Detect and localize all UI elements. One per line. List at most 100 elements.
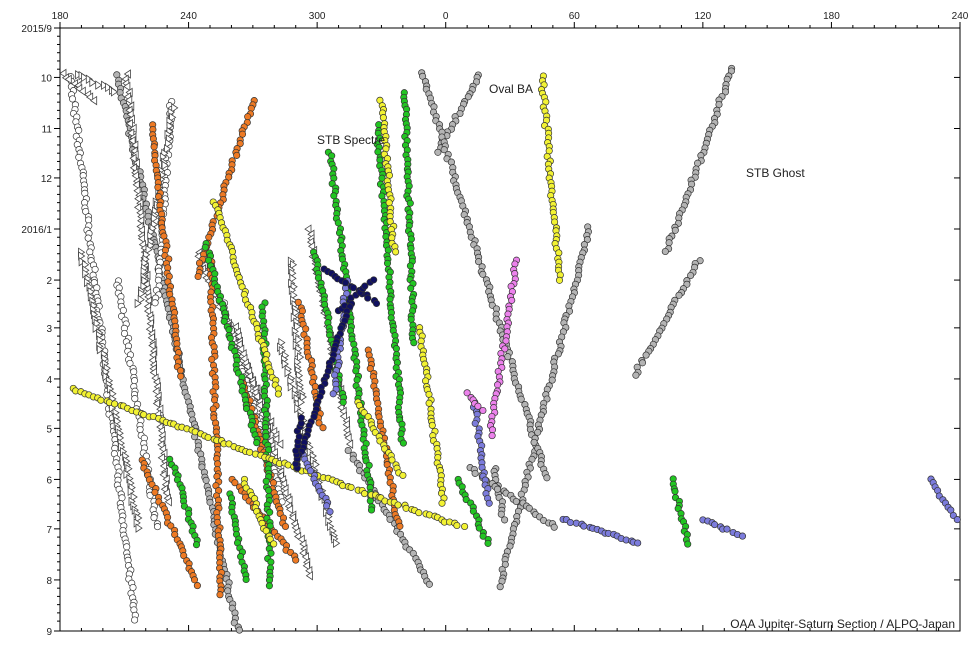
data-point-white <box>165 138 173 149</box>
data-point-white <box>297 397 306 407</box>
data-point-orange <box>177 372 185 380</box>
data-point-blue <box>329 390 337 398</box>
data-point-yellow <box>97 396 105 404</box>
data-point-blue <box>566 518 574 527</box>
data-point-white <box>243 361 251 372</box>
data-point-white <box>150 514 158 522</box>
data-point-white <box>81 72 89 83</box>
data-point-grey <box>501 516 509 524</box>
data-point-pink <box>488 432 496 440</box>
data-point-green <box>671 487 679 495</box>
data-point-white <box>153 523 162 531</box>
data-point-white <box>292 307 300 318</box>
data-point-blue <box>738 532 747 540</box>
data-point-blue <box>331 371 339 379</box>
data-point-green <box>225 326 233 334</box>
data-point-white <box>130 377 139 385</box>
data-point-green <box>484 539 492 547</box>
data-point-grey <box>504 353 512 361</box>
data-point-green <box>684 540 692 548</box>
data-point-green <box>383 259 392 267</box>
data-point-white <box>301 552 309 562</box>
data-point-yellow <box>392 248 400 256</box>
data-point-orange <box>193 582 201 590</box>
data-point-white <box>131 616 139 624</box>
data-point-white <box>149 367 157 378</box>
data-point-white <box>150 213 159 224</box>
data-point-orange <box>194 272 202 281</box>
data-point-grey <box>497 510 505 518</box>
data-point-white <box>134 193 142 204</box>
data-point-orange <box>294 298 302 306</box>
data-point-yellow <box>461 522 469 531</box>
data-point-yellow <box>402 504 410 512</box>
data-point-yellow <box>551 218 559 226</box>
data-point-green <box>227 494 236 502</box>
data-point-grey <box>517 395 525 403</box>
data-point-green <box>265 486 273 494</box>
data-point-white <box>140 266 148 277</box>
data-point-white <box>134 298 142 309</box>
data-point-yellow <box>360 490 369 498</box>
data-point-white <box>294 321 302 332</box>
data-point-grey <box>665 239 673 247</box>
data-point-white <box>147 332 155 343</box>
data-point-white <box>89 77 97 88</box>
data-point-grey <box>479 270 487 278</box>
data-point-white <box>129 583 137 592</box>
annotation-stb-ghost: STB Ghost <box>746 166 805 180</box>
data-point-green <box>367 506 376 514</box>
data-point-white <box>297 534 305 545</box>
data-point-orange <box>233 151 241 159</box>
data-point-white <box>96 344 105 355</box>
data-point-yellow <box>204 433 212 442</box>
data-point-white <box>304 224 312 234</box>
data-point-grey <box>501 560 509 569</box>
data-point-grey <box>687 271 695 280</box>
data-point-grey <box>475 258 483 266</box>
data-point-yellow <box>453 521 461 530</box>
data-point-yellow <box>399 471 407 479</box>
data-point-green <box>220 317 228 325</box>
data-point-yellow <box>266 535 274 543</box>
data-point-grey <box>425 580 433 588</box>
data-point-yellow <box>388 456 396 464</box>
data-point-green <box>407 235 415 243</box>
data-point-grey <box>638 359 647 367</box>
data-point-white <box>137 294 145 305</box>
data-point-white <box>126 359 134 367</box>
data-point-green <box>266 508 274 516</box>
data-point-yellow <box>386 218 394 226</box>
data-point-navy <box>364 294 372 302</box>
data-point-white <box>125 118 134 129</box>
data-point-green <box>410 339 418 347</box>
data-point-grey <box>349 455 357 463</box>
data-point-grey <box>632 371 640 379</box>
data-point-white <box>272 434 280 444</box>
data-point-orange <box>150 143 158 151</box>
data-point-orange <box>292 556 300 564</box>
data-point-grey <box>434 148 442 156</box>
data-point-orange <box>225 173 233 181</box>
data-point-white <box>130 492 138 502</box>
data-point-grey <box>661 247 669 256</box>
data-point-white <box>312 459 320 470</box>
data-point-orange <box>216 591 224 599</box>
data-point-white <box>231 322 240 332</box>
data-point-white <box>133 202 142 213</box>
data-point-orange <box>236 140 244 148</box>
data-point-navy <box>341 279 350 287</box>
data-point-white <box>118 494 126 502</box>
data-point-white <box>159 461 168 471</box>
data-point-white <box>92 323 100 333</box>
data-point-green <box>237 553 245 561</box>
data-point-yellow <box>270 540 278 548</box>
data-point-white <box>131 395 139 403</box>
data-point-white <box>84 234 92 242</box>
data-point-yellow <box>555 249 563 257</box>
data-point-white <box>145 244 153 255</box>
data-point-green <box>479 532 487 540</box>
data-point-orange <box>167 522 175 530</box>
data-point-white <box>136 425 144 434</box>
data-point-orange <box>238 130 247 138</box>
